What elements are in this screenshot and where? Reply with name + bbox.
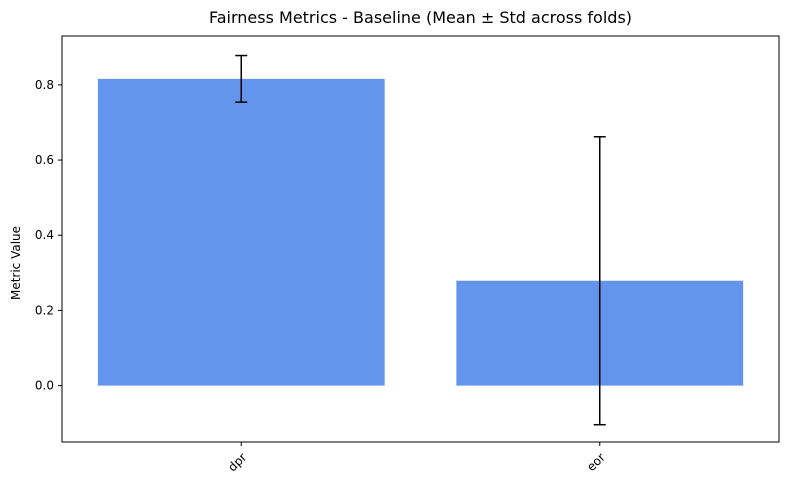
error-bar-eor (593, 135, 606, 426)
y-axis-ticks: 0.0 0.2 0.4 0.6 0.8 (35, 78, 62, 393)
bars-layer (97, 78, 744, 386)
chart-title: Fairness Metrics - Baseline (Mean ± Std … (209, 8, 632, 27)
error-bars-layer (235, 54, 606, 426)
x-tick-label-eor: eor (584, 450, 608, 474)
y-tick-label: 0.6 (35, 153, 54, 167)
plot-frame (61, 35, 780, 443)
x-axis-ticks: dpr eor (225, 442, 608, 474)
y-tick-label: 0.8 (35, 78, 54, 92)
x-tick-label-dpr: dpr (225, 450, 249, 474)
bar-dpr (97, 78, 385, 386)
y-tick-label: 0.0 (35, 379, 54, 393)
y-axis-label: Metric Value (9, 226, 23, 300)
error-bar-dpr (235, 54, 248, 103)
y-tick-label: 0.4 (35, 228, 54, 242)
y-tick-label: 0.2 (35, 303, 54, 317)
